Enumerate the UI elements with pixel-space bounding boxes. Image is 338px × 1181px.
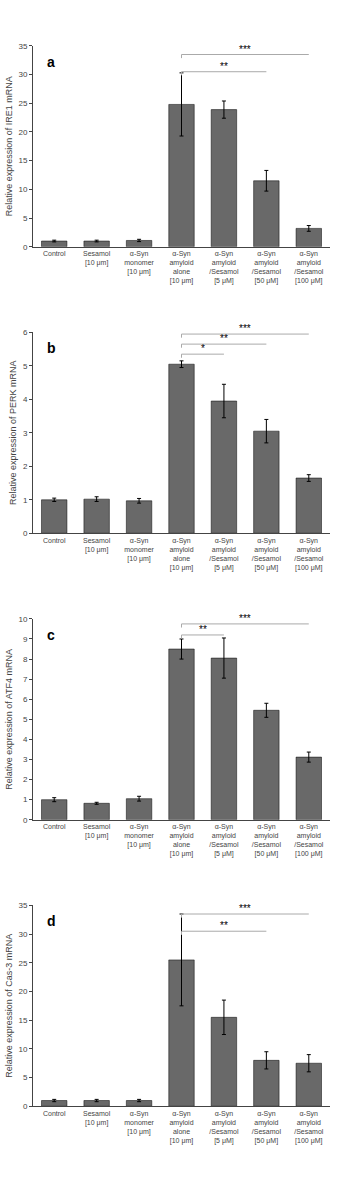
svg-text:30: 30 [18, 930, 27, 939]
svg-text:α-Synamyloidalone[10 μm]: α-Synamyloidalone[10 μm] [169, 823, 193, 858]
svg-text:α-Synamyloid/Sesamol[5 μM]: α-Synamyloid/Sesamol[5 μM] [209, 537, 239, 572]
svg-text:b: b [47, 340, 56, 356]
svg-text:35: 35 [18, 901, 27, 910]
svg-text:10: 10 [18, 185, 27, 194]
svg-text:3: 3 [23, 755, 28, 764]
svg-text:0: 0 [23, 529, 28, 538]
svg-text:α-Synamyloidalone[10 μm]: α-Synamyloidalone[10 μm] [169, 250, 193, 285]
svg-text:α-Synamyloid/Sesamol[100 μM]: α-Synamyloid/Sesamol[100 μM] [294, 1110, 324, 1145]
svg-text:α-Synmonomer[10 μm]: α-Synmonomer[10 μm] [124, 1110, 154, 1136]
svg-text:***: *** [239, 613, 251, 624]
svg-text:**: ** [199, 624, 207, 635]
svg-text:α-Synmonomer[10 μm]: α-Synmonomer[10 μm] [124, 537, 154, 563]
svg-text:α-Synmonomer[10 μm]: α-Synmonomer[10 μm] [124, 250, 154, 276]
svg-text:25: 25 [18, 99, 27, 108]
svg-text:2: 2 [23, 462, 28, 471]
svg-text:α-Synamyloid/Sesamol[50 μM]: α-Synamyloid/Sesamol[50 μM] [252, 823, 282, 858]
svg-text:***: *** [239, 323, 251, 334]
svg-text:a: a [47, 54, 55, 70]
svg-text:α-Synamyloid/Sesamol[5 μM]: α-Synamyloid/Sesamol[5 μM] [209, 250, 239, 285]
svg-text:Control: Control [43, 250, 66, 257]
svg-text:2: 2 [23, 775, 28, 784]
svg-text:α-Synamyloidalone[10 μm]: α-Synamyloidalone[10 μm] [169, 537, 193, 572]
svg-text:9: 9 [23, 635, 28, 644]
svg-text:15: 15 [18, 1016, 27, 1025]
svg-text:0: 0 [23, 1102, 28, 1111]
svg-text:5: 5 [23, 715, 28, 724]
svg-text:d: d [47, 913, 56, 929]
svg-text:30: 30 [18, 70, 27, 79]
svg-text:Control: Control [43, 823, 66, 830]
svg-text:6: 6 [23, 328, 28, 337]
svg-text:Sesamol[10 μm]: Sesamol[10 μm] [83, 823, 111, 840]
svg-text:25: 25 [18, 959, 27, 968]
svg-text:c: c [47, 627, 55, 643]
svg-text:α-Synamyloid/Sesamol[50 μM]: α-Synamyloid/Sesamol[50 μM] [252, 1110, 282, 1145]
svg-text:Relative expression of Cas-3 m: Relative expression of Cas-3 mRNA [4, 934, 14, 1078]
svg-text:20: 20 [18, 987, 27, 996]
svg-text:3: 3 [23, 429, 28, 438]
svg-text:α-Synamyloid/Sesamol[5 μM]: α-Synamyloid/Sesamol[5 μM] [209, 823, 239, 858]
svg-text:35: 35 [18, 42, 27, 51]
svg-text:Relative expression of PERK mR: Relative expression of PERK mRNA [8, 361, 18, 506]
svg-text:Relative expression of IRE1 mR: Relative expression of IRE1 mRNA [4, 76, 14, 216]
svg-text:Relative expression of ATF4 mR: Relative expression of ATF4 mRNA [4, 649, 14, 790]
svg-text:1: 1 [23, 795, 28, 804]
svg-text:7: 7 [23, 675, 28, 684]
svg-text:**: ** [220, 61, 228, 72]
svg-text:α-Synamyloid/Sesamol[100 μM]: α-Synamyloid/Sesamol[100 μM] [294, 823, 324, 858]
svg-text:***: *** [239, 903, 251, 914]
svg-text:0: 0 [23, 816, 28, 825]
svg-text:5: 5 [23, 362, 28, 371]
svg-text:4: 4 [23, 735, 28, 744]
svg-text:**: ** [220, 333, 228, 344]
svg-text:Sesamol[10 μm]: Sesamol[10 μm] [83, 250, 111, 267]
svg-text:5: 5 [23, 214, 28, 223]
svg-text:0: 0 [23, 243, 28, 252]
svg-text:6: 6 [23, 695, 28, 704]
svg-text:α-Synamyloid/Sesamol[5 μM]: α-Synamyloid/Sesamol[5 μM] [209, 1110, 239, 1145]
svg-text:α-Synmonomer[10 μm]: α-Synmonomer[10 μm] [124, 823, 154, 849]
svg-text:**: ** [220, 920, 228, 931]
svg-text:α-Synamyloid/Sesamol[50 μM]: α-Synamyloid/Sesamol[50 μM] [252, 250, 282, 285]
svg-text:20: 20 [18, 128, 27, 137]
svg-text:Sesamol[10 μm]: Sesamol[10 μm] [83, 537, 111, 554]
svg-text:5: 5 [23, 1073, 28, 1082]
svg-text:*: * [201, 343, 205, 354]
svg-text:α-Synamyloid/Sesamol[100 μM]: α-Synamyloid/Sesamol[100 μM] [294, 250, 324, 285]
svg-text:Control: Control [43, 537, 66, 544]
svg-text:8: 8 [23, 655, 28, 664]
svg-text:1: 1 [23, 496, 28, 505]
svg-text:10: 10 [18, 615, 27, 624]
svg-text:10: 10 [18, 1045, 27, 1054]
svg-text:4: 4 [23, 395, 28, 404]
svg-text:***: *** [239, 44, 251, 55]
svg-text:α-Synamyloidalone[10 μm]: α-Synamyloidalone[10 μm] [169, 1110, 193, 1145]
svg-text:α-Synamyloid/Sesamol[100 μM]: α-Synamyloid/Sesamol[100 μM] [294, 537, 324, 572]
svg-text:Control: Control [43, 1110, 66, 1117]
svg-text:Sesamol[10 μm]: Sesamol[10 μm] [83, 1110, 111, 1127]
svg-text:α-Synamyloid/Sesamol[50 μM]: α-Synamyloid/Sesamol[50 μM] [252, 537, 282, 572]
svg-text:15: 15 [18, 156, 27, 165]
